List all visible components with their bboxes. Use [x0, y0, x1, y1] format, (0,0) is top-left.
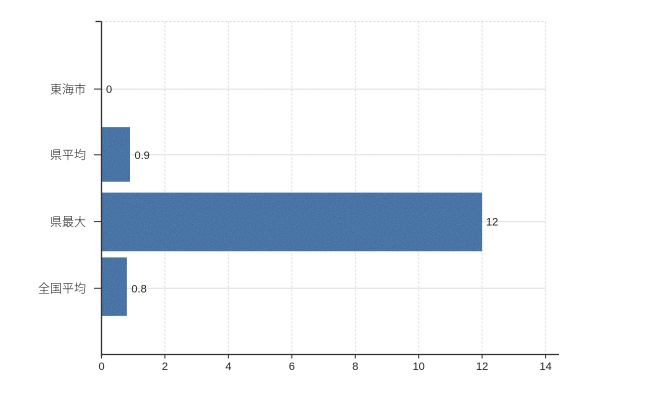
svg-text:0.9: 0.9 [135, 150, 150, 162]
svg-text:0: 0 [106, 84, 112, 96]
svg-text:東海市: 東海市 [50, 81, 86, 98]
svg-text:0.8: 0.8 [131, 283, 146, 295]
svg-text:12: 12 [476, 361, 488, 373]
svg-text:全国平均: 全国平均 [38, 280, 86, 297]
svg-text:8: 8 [352, 361, 358, 373]
svg-text:10: 10 [413, 361, 425, 373]
svg-text:0: 0 [98, 361, 104, 373]
svg-text:県平均: 県平均 [50, 146, 86, 163]
svg-text:県最大: 県最大 [50, 213, 86, 230]
svg-text:14: 14 [539, 361, 551, 373]
svg-text:4: 4 [225, 361, 231, 373]
svg-text:6: 6 [289, 361, 295, 373]
svg-text:2: 2 [162, 361, 168, 373]
svg-text:12: 12 [486, 217, 498, 229]
